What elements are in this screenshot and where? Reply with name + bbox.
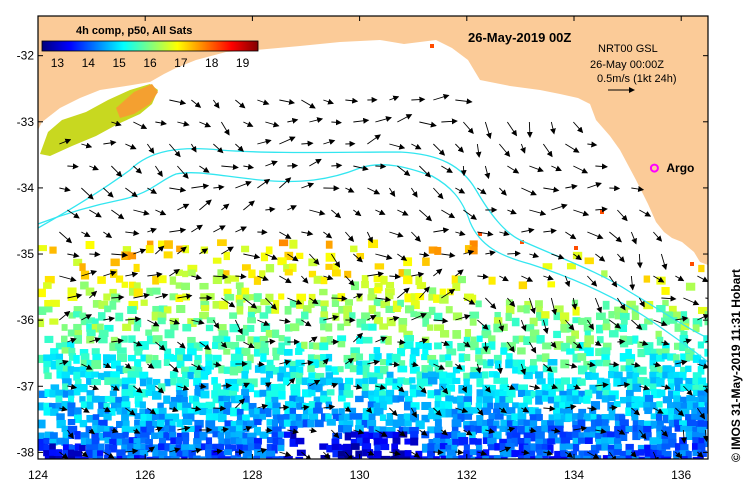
info-line-3: 0.5m/s (1kt 24h) (597, 73, 676, 85)
argo-label: Argo (666, 161, 694, 175)
lon-tick-label: 132 (457, 468, 477, 482)
lon-tick-label: 126 (135, 468, 155, 482)
lon-tick-label: 124 (28, 468, 48, 482)
current-vectors (59, 93, 708, 459)
lat-tick-label: -37 (17, 379, 35, 393)
axes: 124 126 128 130 132 134 136 -32 -33 -34 -35 -36 -37 -… (17, 16, 708, 482)
colorbar-label: 19 (236, 56, 250, 70)
sst-patches (38, 44, 708, 459)
colorbar-label: 13 (51, 56, 65, 70)
info-line-2: 26-May 00:00Z (590, 59, 664, 71)
lon-tick-label: 130 (350, 468, 370, 482)
lon-tick-label: 136 (671, 468, 691, 482)
colorbar-title: 4h comp, p50, All Sats (76, 25, 192, 37)
credit-text: © IMOS 31-May-2019 11:31 Hobart (729, 269, 743, 462)
current-contour-2 (38, 164, 708, 363)
info-line-1: NRT00 GSL (598, 43, 658, 55)
info-block: NRT00 GSL 26-May 00:00Z 0.5m/s (1kt 24h) (590, 43, 676, 93)
argo-float[interactable]: Argo (649, 161, 695, 175)
lat-tick-label: -38 (17, 445, 35, 459)
colorbar-labels: 13 14 15 16 17 18 19 (51, 56, 250, 70)
lat-tick-label: -32 (17, 49, 35, 63)
lat-tick-label: -34 (17, 181, 35, 195)
colorbar-label: 18 (205, 56, 219, 70)
lat-tick-label: -33 (17, 115, 35, 129)
colorbar-label: 14 (82, 56, 96, 70)
coastal-orange-sst (116, 84, 158, 118)
land-mass (38, 16, 708, 265)
colorbar: 4h comp, p50, All Sats 13 14 15 16 17 18 19 (41, 25, 259, 70)
lon-tick-label: 134 (564, 468, 584, 482)
lat-tick-label: -35 (17, 247, 35, 261)
map-title: 26-May-2019 00Z (468, 30, 571, 45)
colorbar-scale (42, 41, 259, 51)
lat-tick-label: -36 (17, 313, 35, 327)
plot-frame (37, 15, 709, 460)
colorbar-label: 16 (143, 56, 157, 70)
lon-tick-label: 128 (242, 468, 262, 482)
colorbar-label: 15 (112, 56, 126, 70)
colorbar-label: 17 (174, 56, 188, 70)
